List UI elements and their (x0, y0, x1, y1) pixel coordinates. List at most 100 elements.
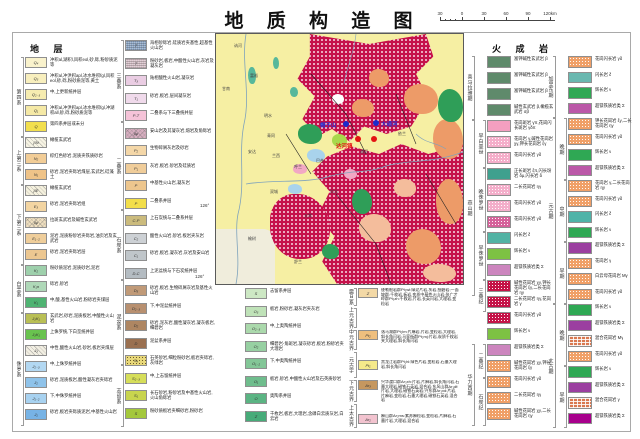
legend-swatch (568, 242, 592, 254)
legend-text: 第四系并层或未分 (50, 121, 85, 126)
legend-row: 混合花岗岩 Mγ (568, 335, 632, 351)
map-patch-orange (406, 229, 441, 264)
legend-row: 花岗闪长岩 γδ (487, 216, 554, 232)
legend-row: 花岗闪长岩 γδ (568, 195, 632, 212)
legend-swatch (487, 312, 511, 324)
legend-swatch: D (125, 337, 147, 349)
legend-row: 花岗闪长岩 γδ (487, 376, 554, 392)
legend-row: O₂ 细碧岩-角斑岩,凝灰砂岩,板岩,粉砂岩夹大理岩 (245, 340, 345, 359)
legend-swatch: S₁ (125, 390, 147, 401)
era-label: 晚侏罗世 (475, 168, 486, 232)
legend-row: D-C 上泥盆统与下石炭统并层 (125, 267, 215, 286)
legend-swatch (487, 136, 511, 148)
legend-row: E 砂岩,泥岩夹砾岩层 (25, 249, 118, 265)
legend-row: J₁ 砂岩,板岩夹砾质泥岩,中基性火山岩 (25, 409, 118, 425)
legend-text: 二长花岗岩 ηγ (514, 184, 542, 189)
legend-row: 花岗闪长岩 γδ (487, 152, 554, 168)
legend-row: 辉长岩 ν (568, 87, 632, 103)
era-label: 早期 (556, 242, 567, 304)
legend-swatch: K₁n (25, 281, 47, 292)
legend-row: C-P 上石炭统与二叠系并层 (125, 215, 215, 233)
legend-text: 碱性花岗岩 χγ,钾长花岗岩 ξγ,二长花岗岩 ηγ (514, 280, 551, 295)
legend-row: 花岗岩 γ (568, 257, 632, 274)
legend-swatch (568, 56, 592, 68)
legend-swatch (487, 392, 511, 404)
map-lake (290, 86, 298, 97)
legend-swatch: D₂ (125, 320, 147, 331)
fault-line (335, 193, 392, 284)
marker-label: 达河镇 (336, 144, 353, 150)
legend-text: 辉长岩 ν (595, 226, 612, 232)
legend-row: P₁ 灰岩,板岩,砂岩及硅质岩 (125, 162, 215, 181)
legend-swatch (568, 335, 592, 347)
legend-text: 碱性花岗岩 χγ,钾长花岗岩 ξγ (514, 360, 551, 370)
marker-label: 帽子山 (320, 123, 337, 129)
era-label: 二叠系 (113, 122, 124, 210)
legend-row: 超镁铁质岩类 Σ (487, 264, 554, 280)
legend-row: 闪长岩 δ (568, 211, 632, 227)
legend-swatch (487, 248, 511, 260)
era-label: 晚期 (556, 118, 567, 180)
legend-swatch (487, 280, 511, 292)
legend-swatch: βN (25, 137, 47, 148)
legend-text: 花岗闪长岩 γδ (595, 350, 623, 356)
scale-label: 120km (543, 11, 557, 16)
legend-text: 安山岩及其凝灰岩,熔岩及角砾岩 (150, 127, 212, 133)
era-label: 三叠纪 (475, 280, 486, 312)
legend-row: 辉长岩 ν (568, 226, 632, 243)
town-label: 明水 (264, 113, 272, 118)
town-label: 巴彦 (316, 158, 324, 163)
legend-row: E₃ 砂岩,泥岩夹砾岩组 (25, 201, 118, 217)
map-patch-green (322, 244, 340, 259)
legend-text: 生物碎屑灰岩及砂岩 (150, 145, 189, 150)
legend-text: 倭勒根岩群Pt₃wl:绿泥片岩,灰岩,细碧岩;一面坡群:千枚岩,板岩,变质中基性… (381, 288, 459, 306)
legend-row: 碱性花岗岩 χγ,二长花岗岩 ηγ (487, 408, 554, 424)
era-label: 中元古界 (345, 329, 357, 351)
marker-label: 大通河 (381, 122, 398, 128)
legend-swatch: N₁ (25, 169, 47, 180)
era-label: 震旦系 (345, 288, 357, 306)
legend-swatch (568, 226, 592, 238)
legend-swatch (487, 264, 511, 276)
legend-row: O₂₋₃ 中,上奥陶统并层 (245, 323, 345, 341)
legend-swatch (487, 376, 511, 388)
legend-text: 辉长岩 ν (595, 87, 612, 92)
legend-text: 黑龙江岩群Pt₁hl:绿色片岩,变粒岩,石墨大理岩,斜长角闪岩 (381, 360, 457, 369)
legend-swatch: O₁ (245, 375, 267, 387)
legend-row: Q₃ 冲积al,冲洪积apl,冰水堆积fgl,风积eol,砂,砾,粉砂质泥等,黄… (25, 73, 118, 89)
legend-row: S₄ 石英砂岩,细粒粉砂岩,板岩夹砾岩,灰绿岩 (125, 355, 215, 373)
legend-row: 花岗闪长岩 γδ (487, 312, 554, 328)
era-label: 太古期 (545, 304, 556, 428)
legend-text: 混合花岗岩 Mγ (595, 335, 624, 340)
era-label: 元古宇 (345, 352, 357, 378)
scale-bar: 30 0 30 60 90 120km (437, 11, 560, 25)
legend-swatch (487, 120, 511, 132)
legend-text: 中,酸,基性火山岩,粉砂岩夹煤层 (50, 297, 110, 302)
legend-swatch: O₂₋₃ (245, 323, 267, 334)
legend-swatch: Pt₂ (358, 330, 378, 340)
legend-row: 白云母花岗岩 Mγ (568, 273, 632, 289)
era-label: 下元古界 (345, 380, 357, 402)
legend-swatch: E₃ (25, 201, 47, 212)
legend-text: 砂岩,板岩,层间凝灰岩 (150, 92, 192, 98)
legend-row: βμ 拉斑玄武岩及碱性玄武岩 (25, 217, 118, 233)
map-patch-salmon (393, 179, 417, 197)
legend-text: 砂岩,板岩,凝灰岩,灰岩及安山岩 (150, 250, 210, 255)
river-tributary (415, 133, 447, 150)
era-label: 早期 (556, 366, 567, 428)
legend-swatch: T₁ (125, 92, 147, 104)
legend-text: 辉长岩 ν (595, 366, 612, 371)
legend-text: 花岗闪长岩 γδ (514, 216, 542, 221)
town-label: 甘南 (222, 86, 230, 91)
legend-text: 中,上更新统并层 (50, 89, 82, 94)
legend-text: 奥陶系并层 (270, 393, 292, 398)
legend-text: 碱性花岗岩 χγ,二长花岗岩 ηγ (514, 408, 551, 418)
legend-swatch (487, 232, 511, 244)
strata-legend-col2: T 海相砂砾岩,硅质岩夹基性,超基性火山岩 T 粉砂岩,板岩,中酸性火山岩,灰岩… (125, 40, 215, 425)
town-label: 五常 (304, 213, 312, 218)
legend-swatch: O (245, 393, 267, 404)
legend-text: 玄武岩,砂岩,泥质板岩,中酸性火山岩 (50, 313, 114, 323)
legend-row: 超镁铁质岩类 Σ (568, 242, 632, 258)
legend-swatch (487, 184, 511, 196)
fault-line (395, 93, 417, 145)
